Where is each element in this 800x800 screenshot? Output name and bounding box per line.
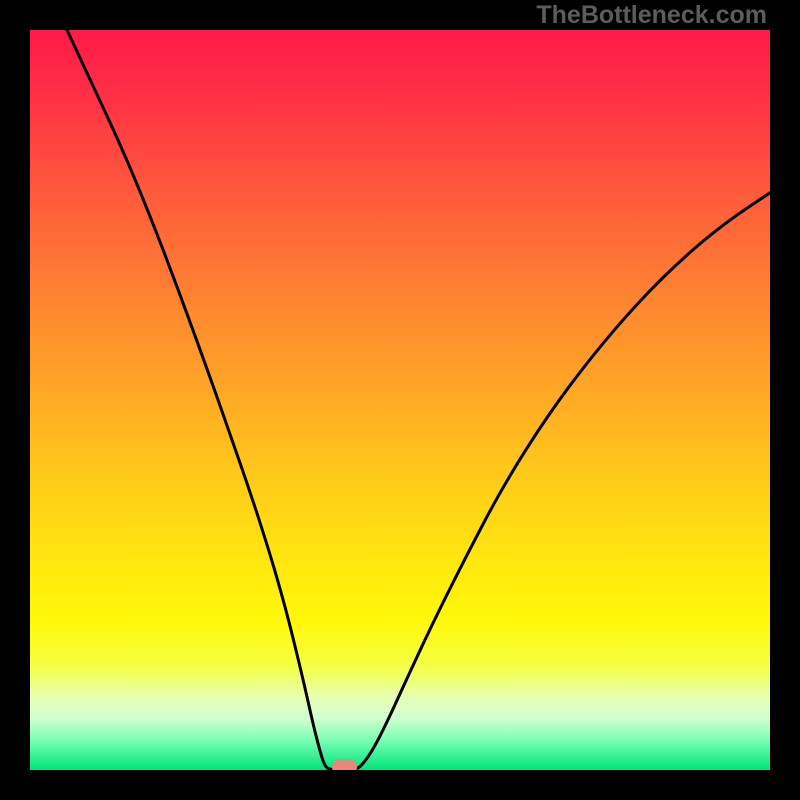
optimum-marker — [332, 759, 358, 770]
frame-right — [770, 0, 800, 800]
frame-left — [0, 0, 30, 800]
bottleneck-curve — [30, 30, 770, 770]
frame-bottom — [0, 770, 800, 800]
plot-area — [30, 30, 770, 770]
watermark-text: TheBottleneck.com — [536, 1, 767, 30]
